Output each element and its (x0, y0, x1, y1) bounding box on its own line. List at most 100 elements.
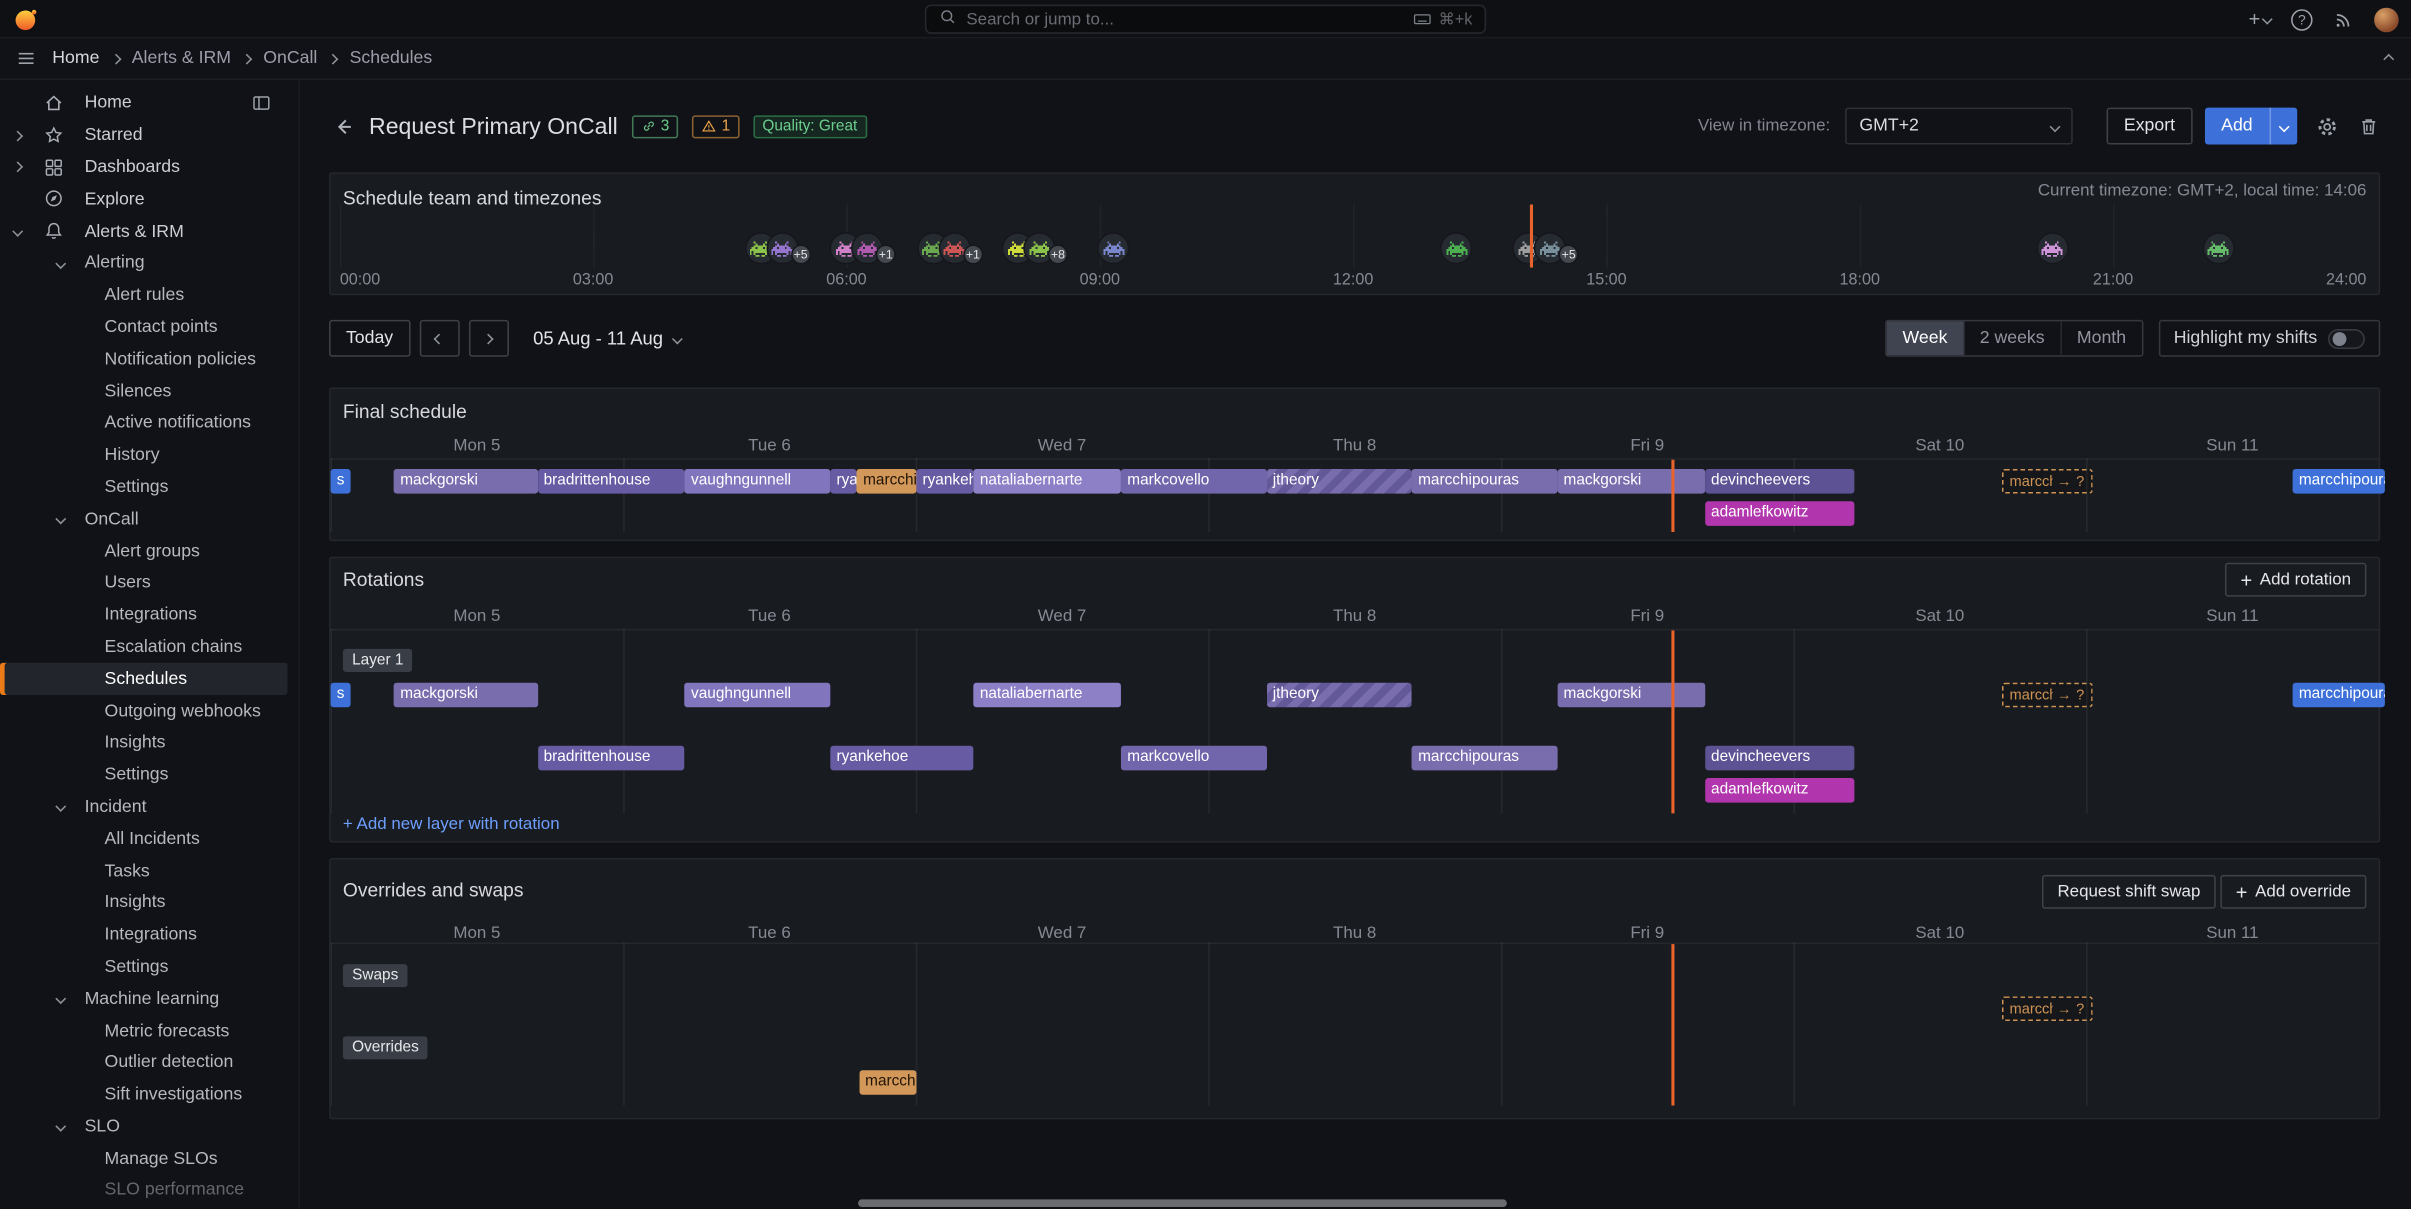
sidebar-item-alerts-irm[interactable]: Alerts & IRM (0, 216, 288, 248)
sidebar-item-integrations[interactable]: Integrations (0, 919, 288, 951)
horizontal-scrollbar[interactable] (857, 1199, 1507, 1208)
sidebar-item-notification-policies[interactable]: Notification policies (0, 343, 288, 375)
shift-block[interactable]: markcovello (1121, 468, 1267, 494)
breadcrumb-item-oncall[interactable]: OnCall (263, 49, 318, 68)
shift-swap-request[interactable]: marcch...→? (2001, 468, 2092, 494)
shift-block[interactable]: marcchipouras (1411, 468, 1558, 494)
avatar-group[interactable]: +5 (1512, 232, 1579, 265)
shift-block[interactable]: ryankehoe (830, 468, 857, 494)
sidebar-item-silences[interactable]: Silences (0, 375, 288, 407)
request-shift-swap-button[interactable]: Request shift swap (2042, 874, 2216, 909)
shift-block[interactable]: mackgorski (1557, 682, 1705, 708)
shift-block[interactable]: mackgorski (394, 682, 538, 708)
sidebar-item-settings[interactable]: Settings (0, 759, 288, 791)
shift-block[interactable]: nataliabernarte (973, 468, 1122, 494)
shift-swap-request[interactable]: marcch...→? (2001, 682, 2092, 708)
sidebar-item-alert-rules[interactable]: Alert rules (0, 280, 288, 312)
next-week-button[interactable] (468, 319, 509, 357)
search-input[interactable]: Search or jump to... ⌘+k (924, 4, 1487, 34)
links-badge[interactable]: 3 (631, 114, 679, 138)
avatar-group[interactable]: +1 (829, 232, 896, 265)
shift-block[interactable]: ryankehoe (830, 745, 974, 771)
breadcrumb-item-alerts-irm[interactable]: Alerts & IRM (131, 49, 232, 68)
sidebar-item-active-notifications[interactable]: Active notifications (0, 407, 288, 439)
sidebar-item-history[interactable]: History (0, 439, 288, 471)
add-dropdown-caret[interactable] (2269, 107, 2298, 145)
shift-block[interactable]: nataliabernarte (973, 682, 1122, 708)
shift-block[interactable]: marcchip (858, 1070, 917, 1095)
sidebar-item-slo[interactable]: SLO (0, 1111, 288, 1143)
timezone-select[interactable]: GMT+2 (1845, 107, 2074, 145)
sidebar-item-slo-performance[interactable]: SLO performance (0, 1175, 288, 1207)
user-avatar[interactable] (2374, 6, 2399, 32)
sidebar-item-alerting[interactable]: Alerting (0, 248, 288, 280)
shift-block[interactable]: bradrittenhouse (537, 745, 685, 771)
avatar-group[interactable] (1097, 232, 1131, 265)
sidebar-item-insights[interactable]: Insights (0, 727, 288, 759)
help-icon[interactable]: ? (2291, 8, 2313, 30)
shift-block[interactable]: marcchipouras (1411, 745, 1558, 771)
collapse-chevron-icon[interactable] (2383, 52, 2395, 64)
avatar-group[interactable]: +5 (744, 232, 811, 265)
highlight-shifts-control[interactable]: Highlight my shifts (2158, 319, 2381, 357)
shift-swap-request[interactable]: marcch...→? (2001, 996, 2092, 1021)
shift-block[interactable]: marcchip (856, 468, 917, 494)
shift-block[interactable]: devincheevers (1704, 745, 1855, 771)
delete-icon[interactable] (2357, 115, 2380, 138)
sidebar-item-users[interactable]: Users (0, 567, 288, 599)
shift-block[interactable]: ryankeho (916, 468, 974, 494)
sidebar-item-alert-groups[interactable]: Alert groups (0, 535, 288, 567)
sidebar-item-outlier-detection[interactable]: Outlier detection (0, 1047, 288, 1079)
breadcrumb-item-schedules[interactable]: Schedules (349, 49, 433, 68)
sidebar-item-insights[interactable]: Insights (0, 887, 288, 919)
grafana-logo-icon[interactable] (12, 6, 38, 32)
sidebar-item-tasks[interactable]: Tasks (0, 855, 288, 887)
sidebar-item-incident[interactable]: Incident (0, 791, 288, 823)
sidebar-item-dashboards[interactable]: Dashboards (0, 152, 288, 184)
export-button[interactable]: Export (2106, 107, 2192, 145)
today-button[interactable]: Today (329, 319, 411, 357)
sidebar-item-schedules[interactable]: Schedules (0, 663, 288, 696)
sidebar-item-contact-points[interactable]: Contact points (0, 311, 288, 343)
shift-block[interactable]: bradrittenhouse (537, 468, 685, 494)
avatar-group[interactable] (2202, 232, 2235, 265)
shift-block[interactable]: adamlefkowitz (1704, 501, 1855, 526)
quality-badge[interactable]: Quality: Great (753, 114, 867, 138)
shift-block[interactable]: marcchipoura (2292, 468, 2385, 494)
sidebar-item-explore[interactable]: Explore (0, 184, 288, 216)
shift-block[interactable]: marcchipoura (2292, 682, 2385, 708)
shift-block[interactable]: adamlefkowitz (1704, 778, 1855, 803)
warnings-badge[interactable]: 1 (692, 114, 740, 138)
new-menu-button[interactable]: + (2249, 8, 2273, 31)
avatar-group[interactable] (2036, 232, 2069, 265)
add-layer-link[interactable]: + Add new layer with rotation (342, 814, 560, 834)
sidebar-item-escalation-chains[interactable]: Escalation chains (0, 631, 288, 663)
news-icon[interactable] (2333, 8, 2355, 30)
sidebar-item-manage-slos[interactable]: Manage SLOs (0, 1143, 288, 1175)
sidebar-item-settings[interactable]: Settings (0, 951, 288, 983)
sidebar-item-outgoing-webhooks[interactable]: Outgoing webhooks (0, 695, 288, 727)
add-override-button[interactable]: + Add override (2220, 874, 2367, 909)
sidebar-item-metric-forecasts[interactable]: Metric forecasts (0, 1015, 288, 1047)
view-option-month[interactable]: Month (2059, 321, 2141, 356)
shift-block[interactable]: s (330, 468, 351, 494)
shift-block[interactable]: jtheory (1266, 468, 1412, 494)
back-button[interactable] (332, 115, 355, 138)
sidebar-item-settings[interactable]: Settings (0, 471, 288, 503)
shift-block[interactable]: mackgorski (394, 468, 538, 494)
sidebar-item-oncall[interactable]: OnCall (0, 503, 288, 535)
shift-block[interactable]: mackgorski (1557, 468, 1705, 494)
sidebar-item-integrations[interactable]: Integrations (0, 599, 288, 631)
avatar-group[interactable]: +8 (1001, 232, 1068, 265)
dock-menu-icon[interactable] (251, 92, 273, 114)
sidebar-item-sift-investigations[interactable]: Sift investigations (0, 1079, 288, 1111)
shift-block[interactable]: jtheory (1266, 682, 1412, 708)
avatar-group[interactable]: +1 (916, 232, 983, 265)
shift-block[interactable]: vaughngunnell (684, 682, 831, 708)
shift-block[interactable]: markcovello (1121, 745, 1267, 771)
view-option-week[interactable]: Week (1887, 321, 1963, 356)
avatar-group[interactable] (1440, 232, 1473, 265)
view-option-2-weeks[interactable]: 2 weeks (1962, 321, 2060, 356)
sidebar-item-all-incidents[interactable]: All Incidents (0, 823, 288, 855)
add-rotation-button[interactable]: + Add rotation (2225, 562, 2367, 597)
